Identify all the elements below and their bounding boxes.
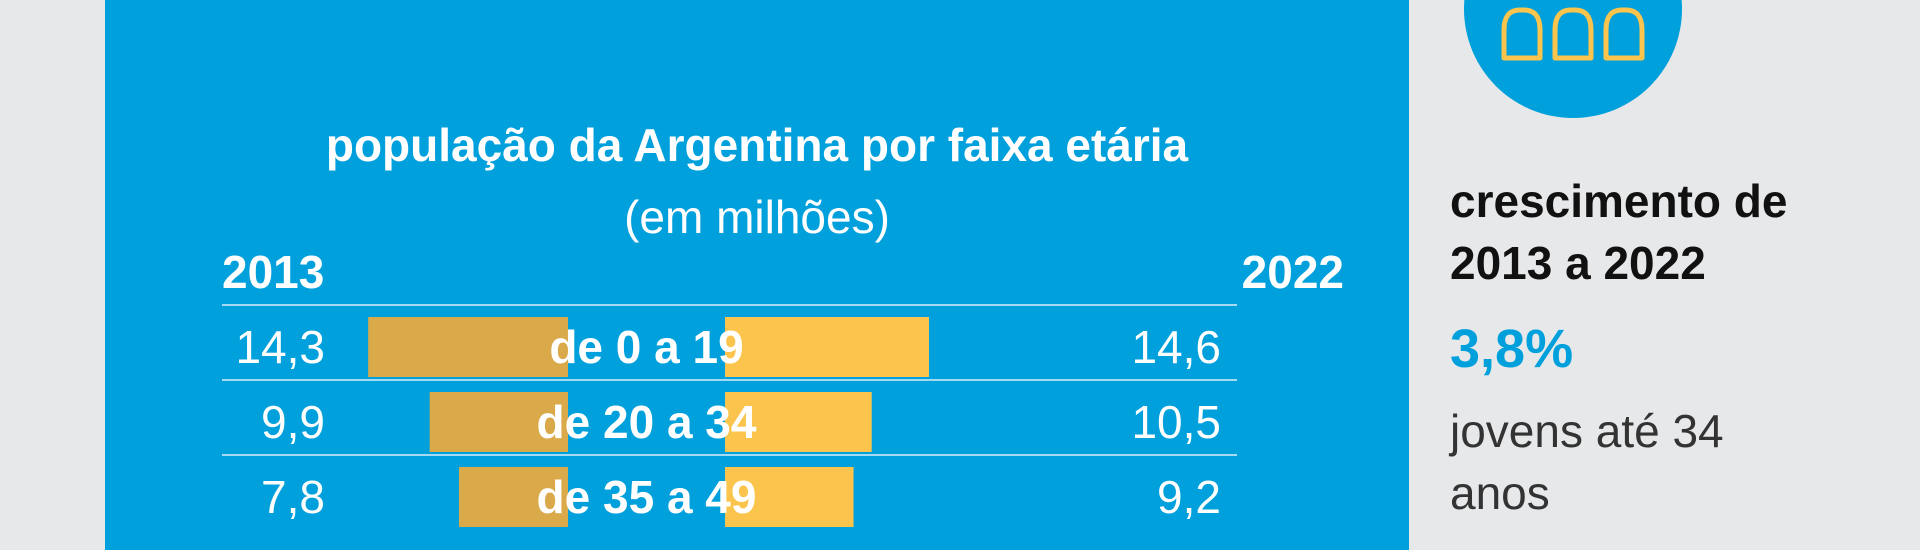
bar-2022 [725,467,854,527]
legend-year-2013: 2013 [222,246,325,298]
value-label-2022: 14,6 [1131,321,1221,373]
growth-desc-line1: jovens até 34 [1450,405,1724,457]
bar-2013 [459,467,568,527]
growth-heading-line1: crescimento de [1450,175,1788,227]
value-label-2022: 9,2 [1157,471,1221,523]
category-label: de 0 a 19 [549,321,743,373]
bar-chart: de 0 a 19 14,3 14,6 de 20 a 34 9,9 10,5 de 35 … [222,304,1237,527]
growth-value: 3,8% [1450,319,1574,379]
bar-2022 [725,317,929,377]
chart-subtitle: (em milhões) [624,191,890,243]
legend-year-2022: 2022 [1241,246,1344,298]
people-silhouettes-icon [1501,7,1645,61]
growth-desc-line2: anos [1450,467,1550,519]
value-label-2013: 9,9 [261,396,325,448]
growth-heading: crescimento de 2013 a 2022 [1450,170,1787,294]
bar-2013 [429,392,568,452]
growth-sidebar: crescimento de 2013 a 2022 3,8% jovens a… [1420,0,1920,550]
growth-heading-line2: 2013 a 2022 [1450,237,1706,289]
chart-title: população da Argentina por faixa etária [325,119,1189,171]
growth-description: jovens até 34 anos [1450,400,1724,524]
value-label-2013: 7,8 [261,471,325,523]
bar-2022 [725,392,872,452]
value-label-2022: 10,5 [1131,396,1221,448]
category-label: de 20 a 34 [537,396,757,448]
chart-panel: população da Argentina por faixa etária … [105,0,1409,550]
bar-2013 [368,317,568,377]
value-label-2013: 14,3 [235,321,325,373]
category-label: de 35 a 49 [537,471,757,523]
